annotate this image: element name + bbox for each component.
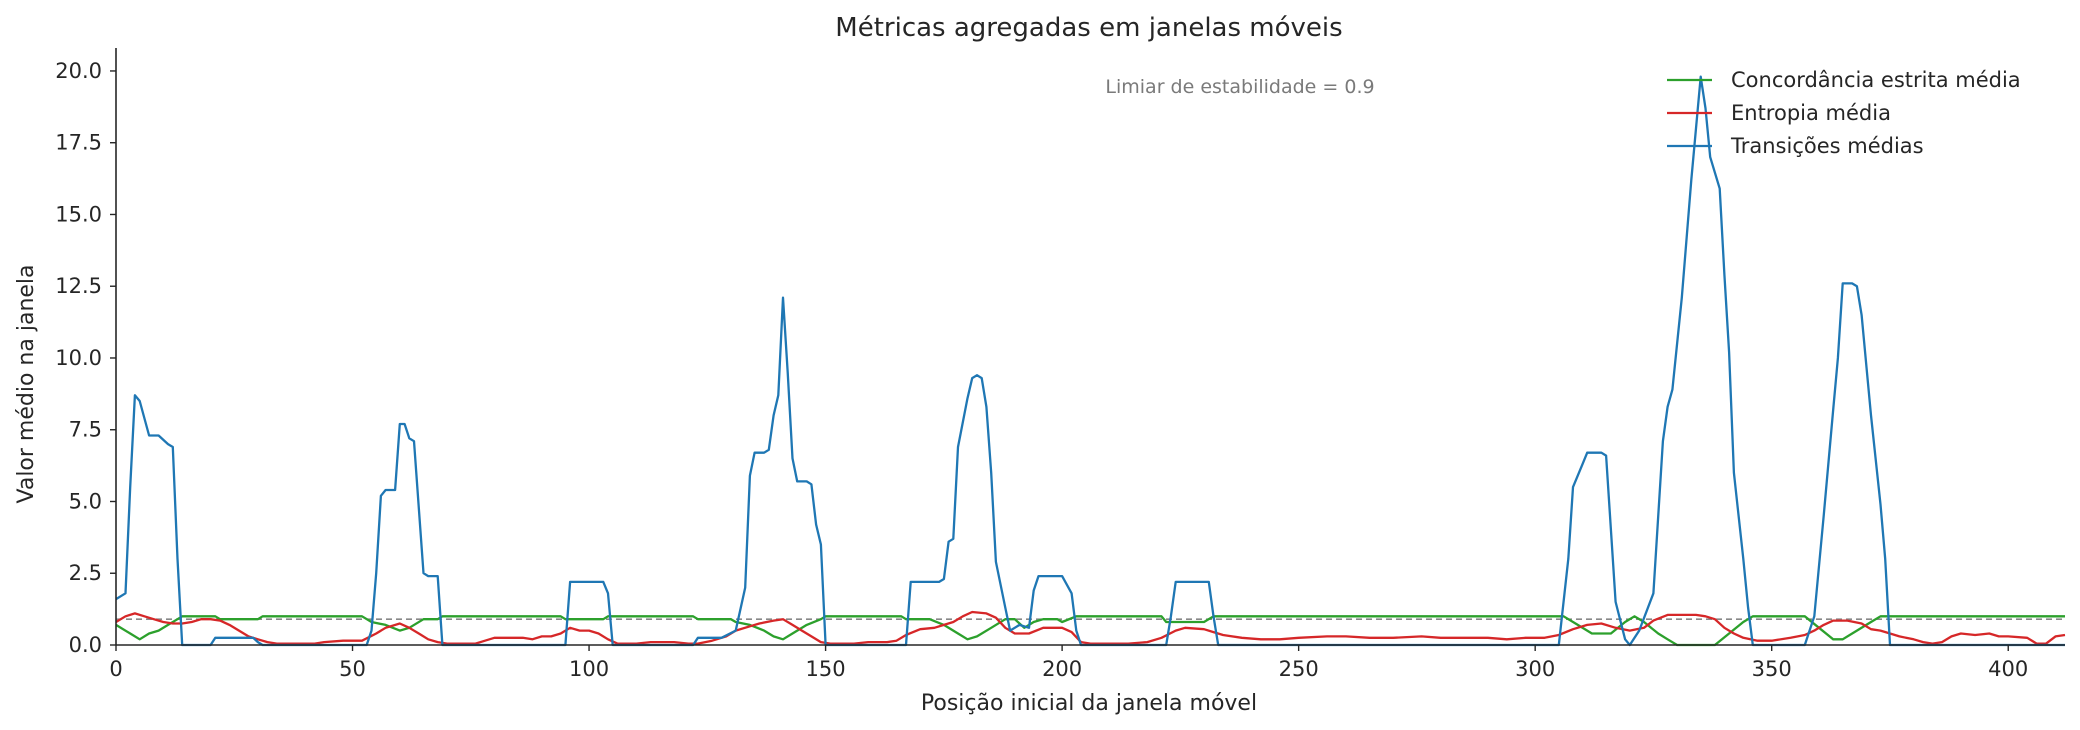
series-line-2 [115,610,2066,645]
y-tick-label: 5.0 [69,489,102,513]
y-tick-label: 20.0 [55,59,102,83]
x-tick-label: 100 [569,657,609,681]
legend-label: Entropia média [1731,101,1891,125]
x-tick-label: 300 [1515,657,1555,681]
x-tick-label: 50 [339,657,366,681]
y-axis-label: Valor médio na janela [14,264,39,503]
x-tick-label: 250 [1279,657,1319,681]
y-tick-label: 2.5 [69,561,102,585]
legend-label: Transições médias [1730,134,1924,158]
legend-label: Concordância estrita média [1731,68,2021,92]
x-tick-label: 150 [806,657,846,681]
y-tick-label: 15.0 [55,202,102,226]
y-tick-label: 7.5 [69,418,102,442]
y-tick-label: 0.0 [69,633,102,657]
x-tick-label: 400 [1988,657,2028,681]
threshold-annotation: Limiar de estabilidade = 0.9 [1105,76,1374,98]
y-tick-label: 17.5 [55,131,102,155]
chart-title: Métricas agregadas em janelas móveis [835,13,1342,43]
y-tick-label: 12.5 [55,274,102,298]
legend: Concordância estrita média Entropia média… [1667,68,2021,158]
x-tick-label: 200 [1042,657,1082,681]
x-tick-label: 0 [109,657,122,681]
x-axis-label: Posição inicial da janela móvel [921,691,1257,716]
series-line-3 [115,75,2065,647]
plot-area [115,75,2066,647]
y-tick-label: 10.0 [55,346,102,370]
axes: 0 50 100 150 200 250 300 350 400 0.0 2.5 5.0 7.5 10.0… [55,48,2065,681]
x-tick-label: 350 [1752,657,1792,681]
